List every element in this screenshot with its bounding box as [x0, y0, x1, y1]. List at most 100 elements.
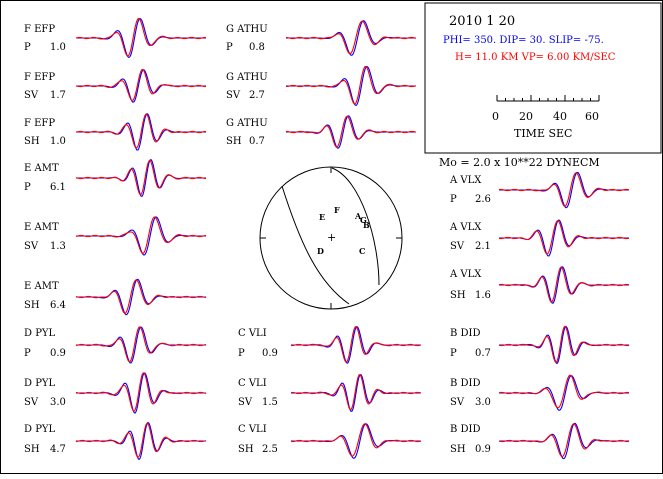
trace-component-label: P	[238, 348, 245, 359]
station-mark-c: C	[359, 246, 365, 256]
trace-amplitude-label: 1.0	[50, 136, 66, 147]
waveform	[290, 374, 422, 412]
observed-trace	[498, 172, 630, 207]
trace-component-label: SH	[24, 300, 40, 311]
observed-trace	[75, 17, 206, 57]
trace-amplitude-label: 4.7	[50, 444, 66, 455]
trace-component-label: SH	[24, 444, 40, 455]
station-mark-g: G	[360, 215, 367, 225]
nodal-plane-2	[331, 167, 380, 286]
waveform	[75, 421, 207, 461]
trace-component-label: SV	[450, 241, 465, 252]
trace-station-label: G ATHU	[226, 24, 268, 35]
waveform	[498, 374, 630, 411]
trace-station-label: E AMT	[24, 281, 59, 292]
scale-tick-0: 0	[492, 110, 499, 123]
info-box-border	[424, 2, 662, 154]
waveform	[285, 65, 417, 107]
trace-component-label: SV	[24, 90, 39, 101]
trace-amplitude-label: 6.1	[50, 182, 66, 193]
mechanism-text: PHI= 350. DIP= 30. SLIP= -75.	[443, 35, 604, 46]
trace-station-label: D PYL	[24, 378, 56, 389]
synthetic-trace	[76, 278, 206, 316]
center-cross: +	[327, 231, 336, 244]
trace-amplitude-label: 3.0	[475, 397, 491, 408]
observed-trace	[286, 115, 417, 148]
trace-component-label: SV	[226, 90, 241, 101]
trace-station-label: F EFP	[24, 118, 55, 129]
waveform	[75, 216, 207, 256]
synthetic-trace	[76, 326, 206, 364]
trace-station-label: G ATHU	[226, 72, 268, 83]
observed-trace	[290, 423, 422, 457]
beachball-ticks	[260, 167, 402, 309]
time-scale-bar: 0 20 40 60 TIME SEC	[492, 95, 600, 140]
scale-tick-60: 60	[585, 110, 599, 123]
nodal-plane-1	[281, 185, 350, 305]
trace-station-label: F EFP	[24, 72, 55, 83]
trace-amplitude-label: 0.8	[249, 42, 265, 53]
scale-tick-40: 40	[553, 110, 567, 123]
depth-velocity-text: H= 11.0 KM VP= 6.00 KM/SEC	[455, 52, 616, 63]
trace-station-label: B DID	[450, 424, 481, 435]
trace-component-label: P	[450, 194, 457, 205]
observed-trace	[498, 266, 630, 303]
trace-amplitude-label: 6.4	[50, 300, 66, 311]
observed-trace	[75, 326, 207, 363]
trace-station-label: C VLI	[238, 328, 267, 339]
info-box: 2010 1 20 PHI= 350. DIP= 30. SLIP= -75. …	[424, 2, 662, 154]
waveforms	[75, 17, 630, 461]
trace-component-label: P	[24, 182, 31, 193]
trace-station-label: D PYL	[24, 424, 56, 435]
waveform	[75, 68, 206, 103]
trace-station-label: B DID	[450, 328, 481, 339]
trace-component-label: P	[450, 348, 457, 359]
trace-component-label: SH	[24, 136, 40, 147]
waveform	[290, 423, 422, 459]
trace-amplitude-label: 2.7	[249, 90, 265, 101]
trace-amplitude-label: 1.6	[475, 290, 491, 301]
observed-trace	[75, 372, 207, 412]
trace-component-label: SH	[450, 290, 466, 301]
trace-component-label: SV	[24, 397, 39, 408]
scale-tick-20: 20	[519, 110, 533, 123]
trace-component-label: P	[226, 42, 233, 53]
trace-component-label: SH	[226, 136, 242, 147]
trace-station-label: D PYL	[24, 328, 56, 339]
station-mark-b: B	[363, 220, 370, 230]
observed-trace	[75, 159, 207, 196]
waveform	[498, 325, 630, 365]
waveform	[291, 325, 422, 364]
waveform	[286, 115, 417, 149]
trace-amplitude-label: 0.9	[262, 348, 278, 359]
trace-station-label: F EFP	[24, 24, 55, 35]
waveform	[498, 266, 630, 304]
observed-trace	[285, 20, 417, 55]
observed-trace	[291, 325, 422, 363]
waveform	[75, 326, 207, 364]
trace-amplitude-label: 1.5	[262, 397, 278, 408]
trace-amplitude-label: 3.0	[50, 397, 66, 408]
waveform	[498, 219, 630, 257]
waveform	[285, 20, 417, 56]
station-mark-d: D	[317, 246, 324, 256]
trace-amplitude-label: 1.3	[50, 241, 66, 252]
scale-ticks	[496, 95, 600, 101]
waveform	[75, 278, 207, 316]
trace-station-label: A VLX	[449, 222, 482, 233]
observed-trace	[285, 66, 417, 105]
trace-station-label: C VLI	[238, 424, 267, 435]
trace-amplitude-label: 0.7	[249, 136, 265, 147]
trace-station-label: B DID	[450, 378, 481, 389]
waveform	[498, 422, 630, 460]
trace-station-label: A VLX	[449, 175, 482, 186]
trace-amplitude-label: 2.5	[262, 444, 278, 455]
observed-trace	[498, 325, 630, 364]
trace-amplitude-label: 0.7	[475, 348, 491, 359]
scale-label: TIME SEC	[514, 127, 572, 140]
station-mark-e: E	[319, 212, 325, 222]
event-date: 2010 1 20	[449, 14, 515, 29]
seismic-moment: Mo = 2.0 x 10**22 DYNECM	[439, 156, 600, 169]
